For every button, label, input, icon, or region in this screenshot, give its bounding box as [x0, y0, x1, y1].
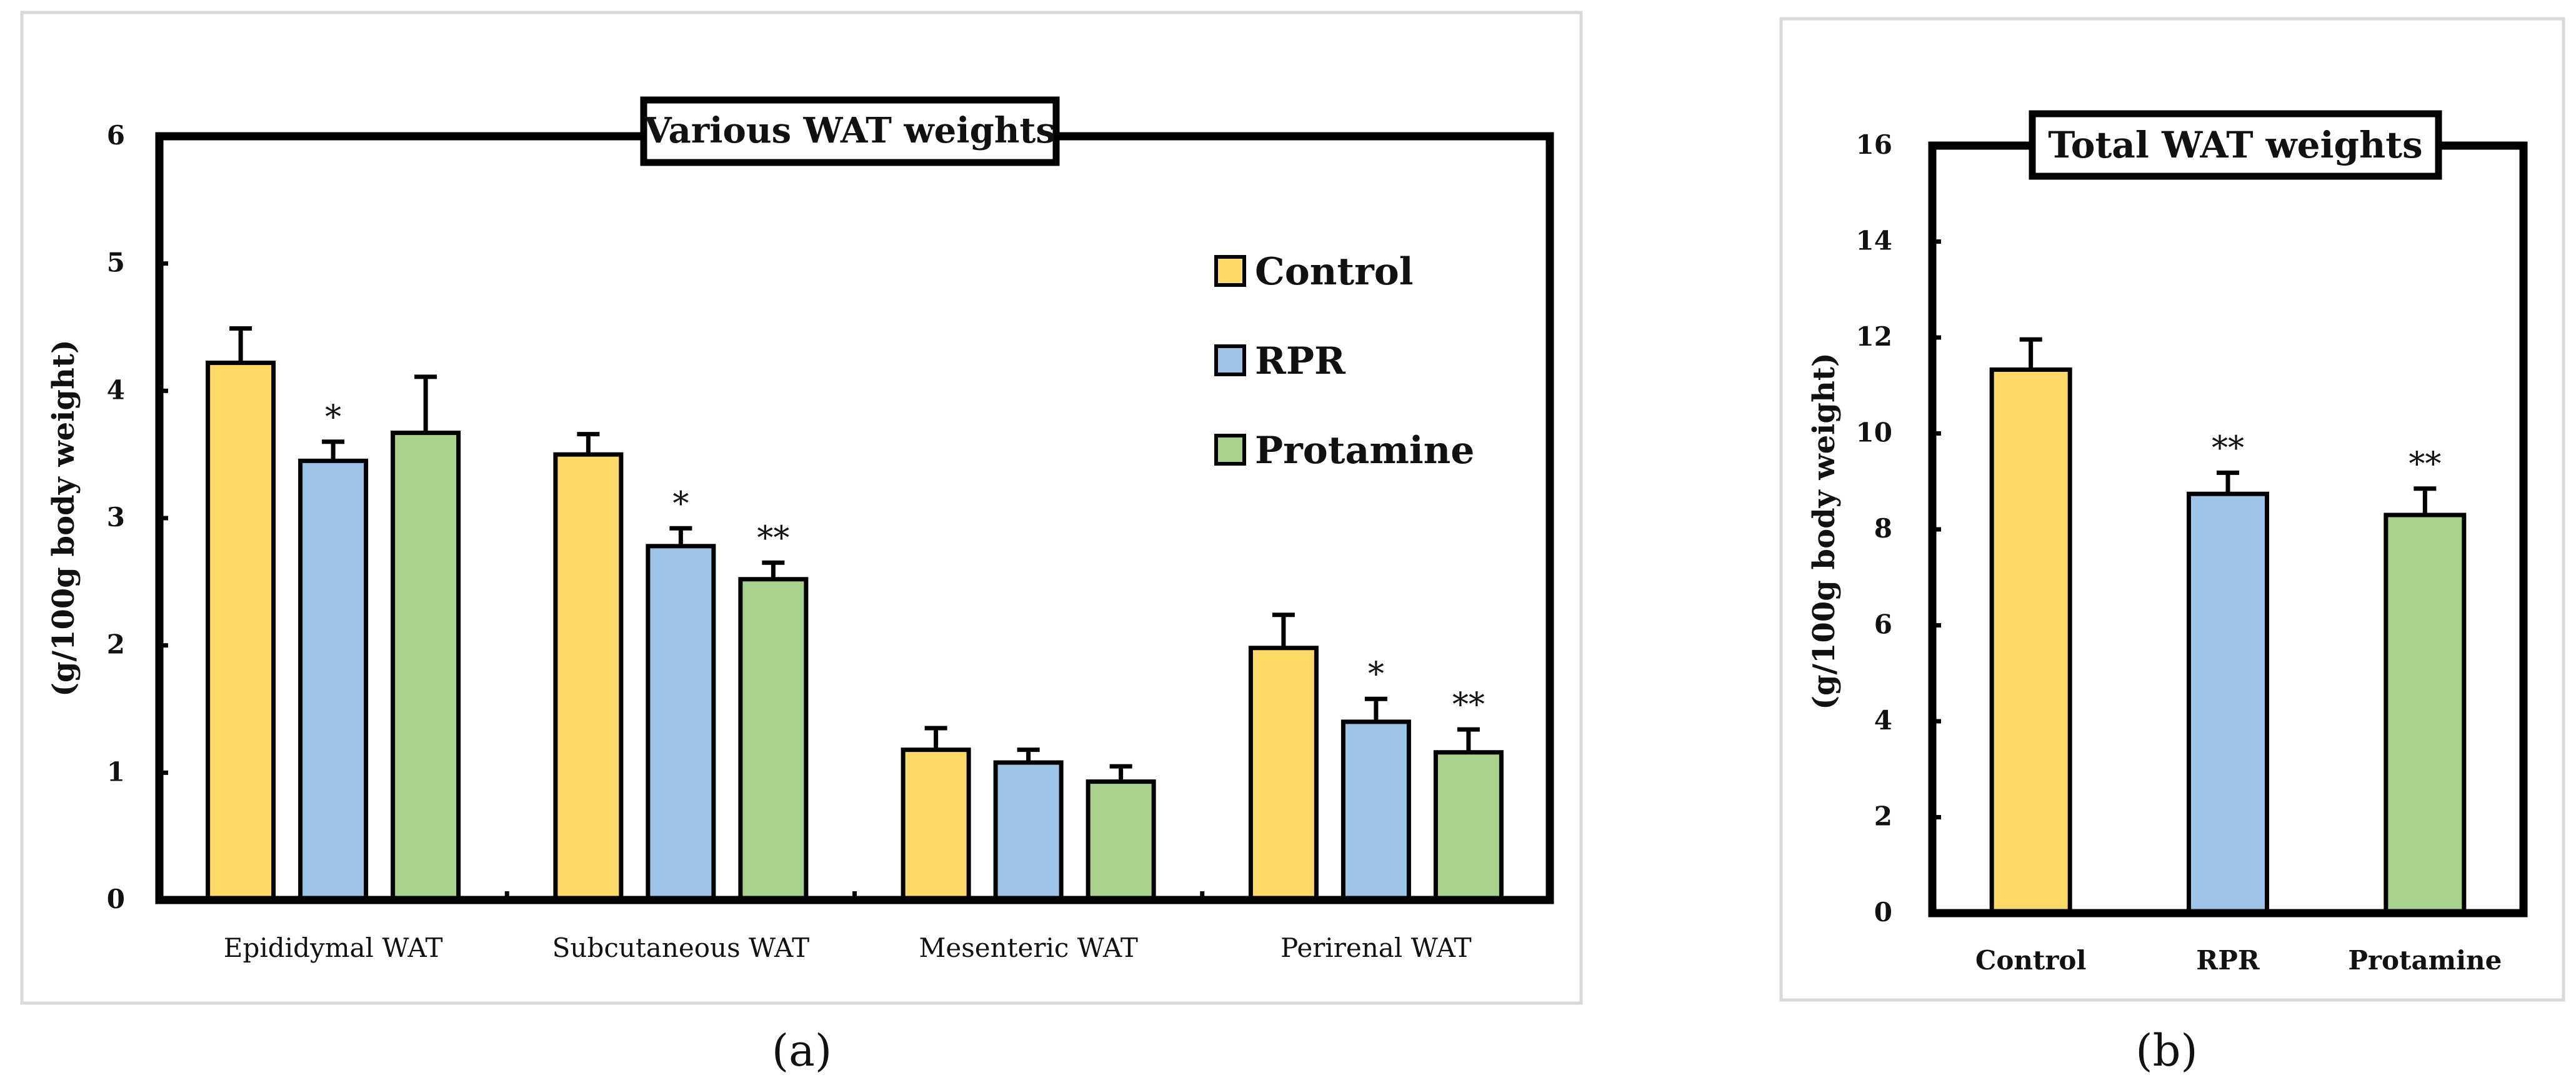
panel-b-frame [1779, 17, 2565, 1002]
panel-a-x-ticks: Epididymal WAT Subcutaneous WAT Mesenteric… [224, 891, 1472, 963]
error-bar-protamine-subcutaneous-wat [762, 560, 785, 579]
panel-a-y-ticks: 0 1 2 3 4 5 6 [107, 120, 168, 914]
y-tick-label: 16 [1856, 129, 1892, 160]
error-bar-protamine-perirenal-wat [1457, 727, 1480, 752]
y-tick-label: 4 [107, 374, 125, 405]
error-bar-rpr-subcutaneous-wat [669, 526, 692, 546]
bar-rpr-perirenal-wat [1340, 719, 1411, 902]
bar-total-protamine [2384, 512, 2467, 916]
y-tick-label: 6 [1874, 609, 1892, 640]
significance-mark-protamine-perirenal-wat: ** [1452, 686, 1485, 724]
error-bar-rpr-perirenal-wat [1364, 696, 1387, 722]
y-tick-label: 2 [107, 629, 125, 660]
panel-a-title-box: Various WAT weights [640, 96, 1060, 166]
x-tick-label-protamine: Protamine [2348, 945, 2502, 976]
error-bar-total-rpr [2217, 470, 2239, 494]
y-tick-label: 1 [107, 756, 125, 787]
panel-b-title: Total WAT weights [2048, 124, 2422, 166]
error-bar-rpr-mesenteric-wat [1017, 748, 1040, 763]
x-tick-label-perirenal-wat: Perirenal WAT [1281, 932, 1472, 963]
y-tick-label: 5 [107, 248, 125, 278]
y-tick-label: 6 [107, 120, 125, 151]
panel-b-error-bars [2019, 337, 2437, 515]
legend-swatch-protamine [1214, 434, 1246, 466]
bar-total-rpr [2187, 491, 2269, 916]
significance-mark-rpr-epididymal-wat: * [325, 399, 341, 436]
panel-b-significance-marks: ** ** [2212, 429, 2441, 482]
panel-a-label: (a) [772, 1025, 832, 1076]
panel-b-title-box: Total WAT weights [2029, 110, 2442, 180]
bar-protamine-perirenal-wat [1433, 750, 1504, 902]
x-tick-label-control: Control [1975, 945, 2086, 976]
y-tick-label: 12 [1856, 321, 1892, 352]
significance-mark-rpr-perirenal-wat: * [1368, 656, 1384, 693]
y-tick-label: 3 [107, 502, 125, 532]
panel-a-significance-marks: ******* [325, 399, 1485, 724]
bar-control-mesenteric-wat [901, 748, 971, 902]
x-tick-label-subcutaneous-wat: Subcutaneous WAT [552, 932, 809, 963]
bar-protamine-epididymal-wat [391, 431, 461, 902]
y-tick-label: 10 [1856, 418, 1892, 448]
error-bar-control-epididymal-wat [229, 326, 252, 363]
bar-protamine-mesenteric-wat [1086, 779, 1156, 902]
bar-control-subcutaneous-wat [553, 452, 624, 902]
panel-b-label: (b) [2135, 1025, 2197, 1076]
significance-mark-protamine-subcutaneous-wat: ** [757, 519, 789, 557]
error-bar-control-mesenteric-wat [924, 726, 947, 750]
panel-a-legend: Control RPR Protamine [1214, 250, 1474, 472]
y-tick-label: 0 [1874, 897, 1892, 928]
bar-control-epididymal-wat [206, 361, 276, 902]
error-bar-control-subcutaneous-wat [577, 432, 600, 455]
chart-panel-b: ** ** 0 2 4 6 8 10 12 14 16 Control RPR Protamine T… [1779, 17, 2565, 1076]
legend-label-control: Control [1255, 250, 1414, 294]
legend-label-protamine: Protamine [1255, 429, 1474, 472]
panel-a-y-label: (g/100g body weight) [46, 339, 81, 696]
y-tick-label: 8 [1874, 513, 1892, 544]
error-bar-total-control [2019, 337, 2042, 370]
panel-b-y-ticks: 0 2 4 6 8 10 12 14 16 [1856, 129, 1941, 928]
x-tick-label-mesenteric-wat: Mesenteric WAT [919, 932, 1138, 963]
panel-b-x-ticks: Control RPR Protamine [1975, 945, 2502, 976]
significance-mark-total-protamine: ** [2409, 446, 2441, 483]
error-bar-total-protamine [2414, 486, 2437, 515]
bar-control-perirenal-wat [1248, 646, 1319, 902]
error-bar-protamine-epididymal-wat [414, 374, 437, 433]
x-tick-label-rpr: RPR [2196, 945, 2260, 976]
panel-b-y-label: (g/100g body weight) [1807, 352, 1842, 709]
panel-a-title: Various WAT weights [644, 110, 1056, 151]
panel-a-error-bars [229, 326, 1480, 782]
y-tick-label: 14 [1856, 226, 1892, 256]
error-bar-rpr-epididymal-wat [322, 439, 345, 461]
legend-swatch-rpr [1214, 344, 1246, 376]
y-tick-label: 2 [1874, 801, 1892, 832]
panel-a-frame [20, 11, 1583, 1005]
bar-total-control [1989, 367, 2072, 916]
y-tick-label: 0 [107, 884, 125, 914]
significance-mark-rpr-subcutaneous-wat: * [672, 485, 689, 522]
legend-swatch-control [1214, 255, 1246, 287]
bar-protamine-subcutaneous-wat [738, 577, 809, 902]
bar-rpr-subcutaneous-wat [646, 544, 716, 902]
significance-mark-total-rpr: ** [2212, 429, 2244, 467]
panel-b-bars [1989, 367, 2467, 916]
bar-rpr-epididymal-wat [298, 458, 369, 902]
x-tick-label-epididymal-wat: Epididymal WAT [224, 932, 443, 963]
legend-label-rpr: RPR [1255, 339, 1346, 383]
y-tick-label: 4 [1874, 705, 1892, 736]
error-bar-protamine-mesenteric-wat [1109, 764, 1132, 782]
bar-rpr-mesenteric-wat [993, 760, 1064, 902]
error-bar-control-perirenal-wat [1272, 612, 1295, 648]
